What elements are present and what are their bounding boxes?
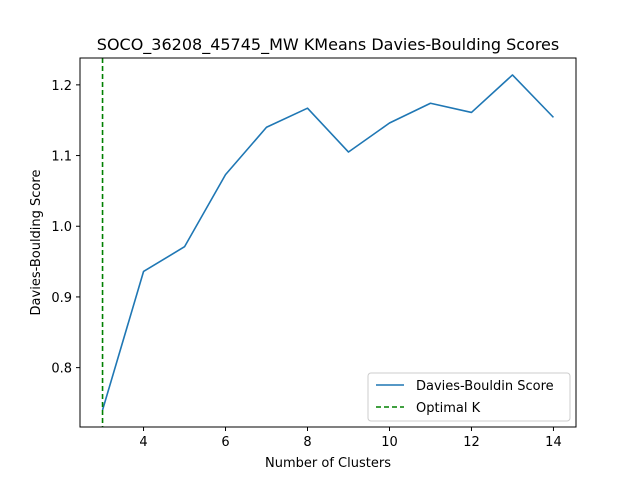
- chart-title: SOCO_36208_45745_MW KMeans Davies-Bouldi…: [97, 35, 559, 55]
- x-axis-label: Number of Clusters: [265, 456, 391, 471]
- x-tick-label: 4: [139, 435, 147, 450]
- plot-frame: [79, 57, 577, 428]
- plot-content: [101, 58, 555, 427]
- legend-label-optimal-k: Optimal K: [416, 401, 481, 416]
- axis-ticks: 4 6 8 10 12 14 0.8 0.9 1.0 1.1 1.2: [51, 79, 561, 450]
- y-axis-label: Davies-Boulding Score: [29, 170, 44, 316]
- x-tick-label: 14: [545, 435, 562, 450]
- y-tick-label: 1.1: [51, 150, 72, 165]
- y-tick-label: 0.8: [51, 362, 72, 377]
- x-tick-label: 8: [303, 435, 311, 450]
- plot-area: [80, 58, 576, 427]
- legend-label-score: Davies-Bouldin Score: [416, 379, 554, 394]
- x-tick-label: 10: [381, 435, 398, 450]
- y-tick-label: 1.0: [51, 220, 72, 235]
- x-tick-label: 12: [463, 435, 480, 450]
- y-tick-label: 0.9: [51, 291, 72, 306]
- legend-box: [367, 372, 571, 422]
- legend: Davies-Bouldin Score Optimal K: [367, 372, 571, 422]
- x-tick-label: 6: [221, 435, 229, 450]
- y-tick-label: 1.2: [51, 79, 72, 94]
- series-line-davies-bouldin: [101, 74, 555, 411]
